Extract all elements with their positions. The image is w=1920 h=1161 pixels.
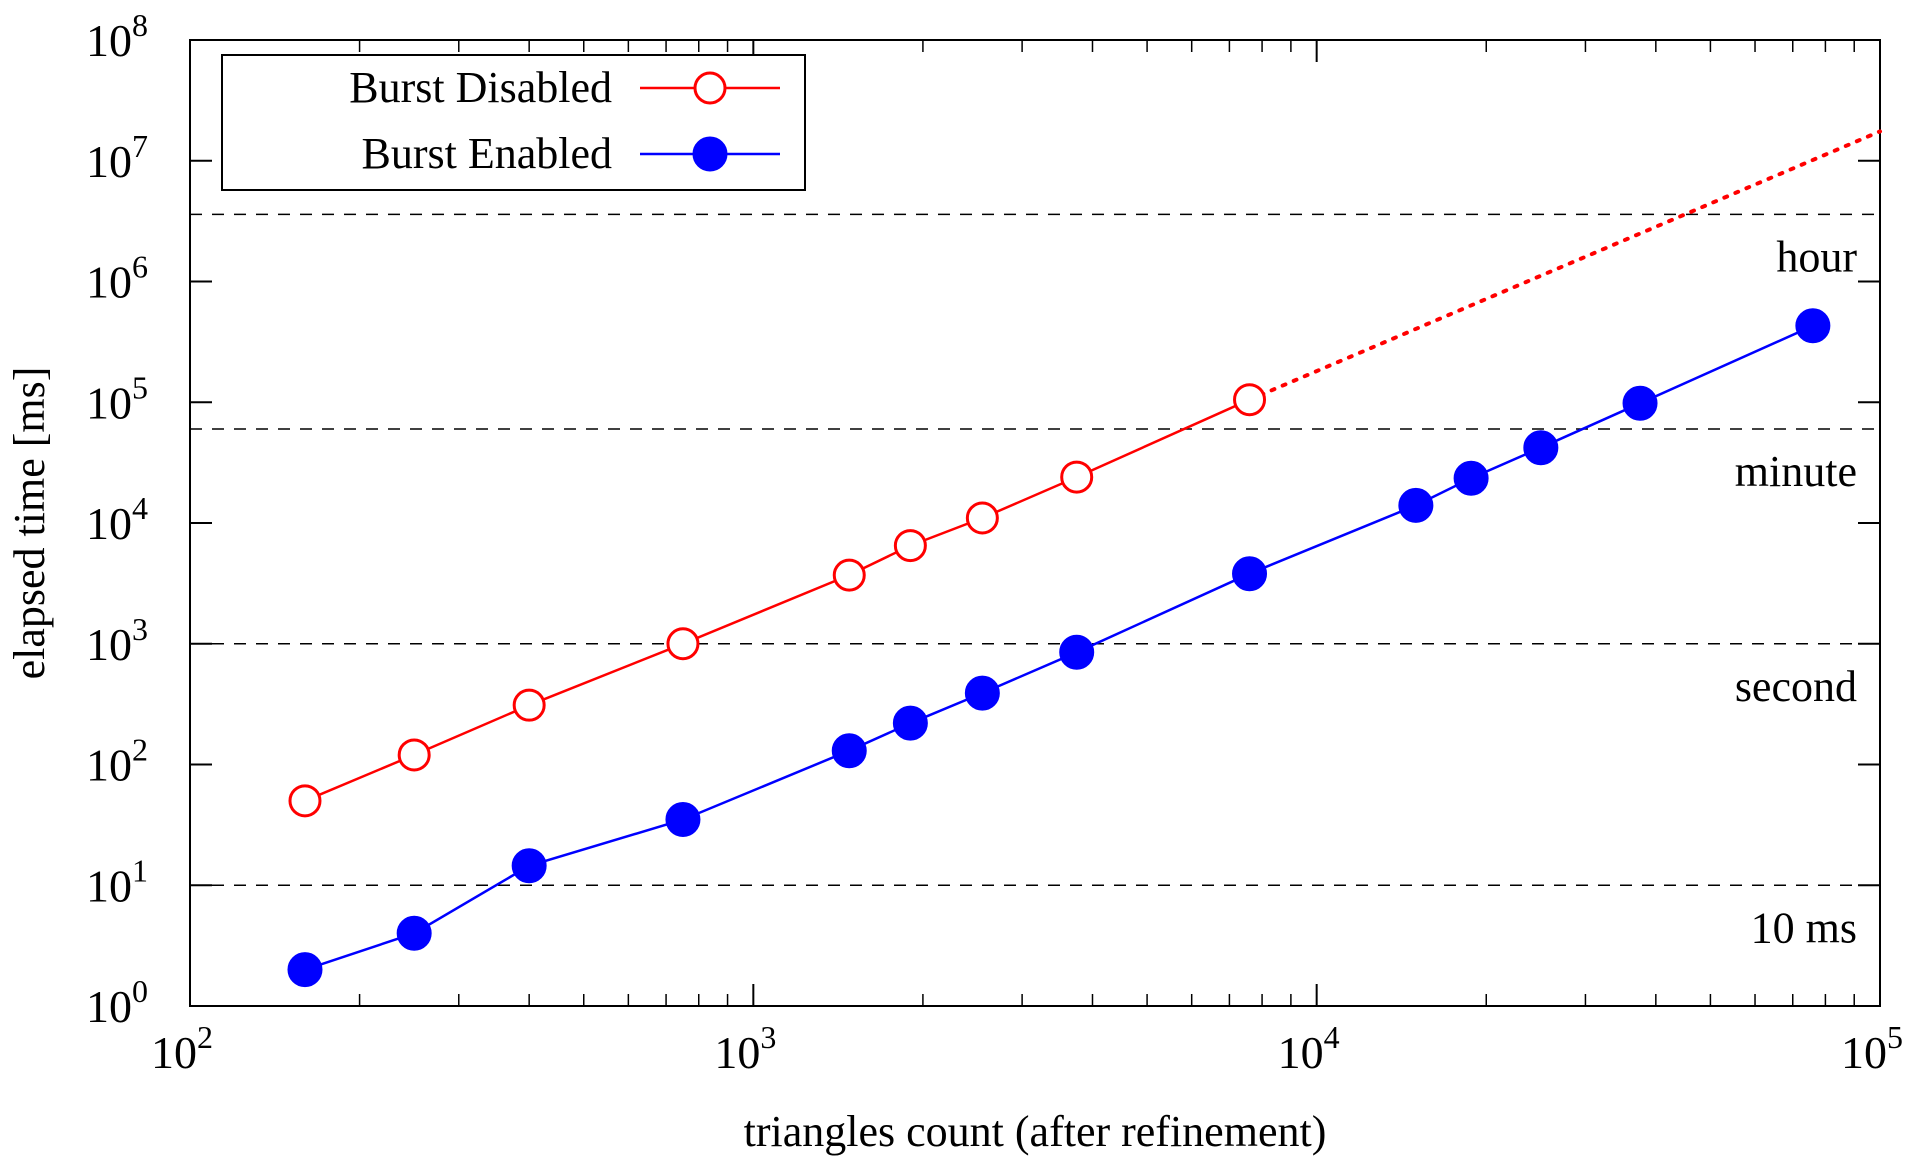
y-axis-label: elapsed time [ms] bbox=[5, 367, 54, 680]
x-tick-label: 104 bbox=[1278, 1019, 1340, 1078]
data-point-burst-enabled bbox=[831, 733, 867, 769]
reference-label: minute bbox=[1735, 447, 1857, 496]
data-point-burst-disabled bbox=[965, 501, 999, 535]
data-point-burst-enabled bbox=[1523, 430, 1559, 466]
data-point-burst-disabled bbox=[666, 627, 700, 661]
y-tick-label: 103 bbox=[86, 611, 148, 670]
y-tick-label: 105 bbox=[86, 369, 148, 428]
y-tick-label: 100 bbox=[86, 973, 148, 1032]
y-tick-label: 107 bbox=[86, 128, 148, 187]
data-point-burst-enabled bbox=[665, 802, 701, 838]
legend-label-burst-enabled: Burst Enabled bbox=[361, 129, 612, 178]
data-point-burst-disabled bbox=[1233, 383, 1267, 417]
reference-label: hour bbox=[1776, 232, 1857, 281]
data-point-burst-enabled bbox=[892, 705, 928, 741]
x-tick-label: 102 bbox=[151, 1019, 213, 1078]
data-point-burst-enabled bbox=[287, 952, 323, 988]
x-axis-label: triangles count (after refinement) bbox=[744, 1107, 1327, 1156]
legend-label-burst-disabled: Burst Disabled bbox=[349, 63, 612, 112]
data-point-burst-disabled bbox=[1060, 460, 1094, 494]
legend-marker-burst-disabled bbox=[693, 71, 727, 105]
data-point-burst-disabled bbox=[893, 529, 927, 563]
legend-marker-burst-enabled bbox=[692, 136, 728, 172]
data-point-burst-enabled bbox=[1622, 385, 1658, 421]
y-tick-label: 104 bbox=[86, 490, 148, 549]
data-point-burst-enabled bbox=[1453, 460, 1489, 496]
x-tick-label: 103 bbox=[714, 1019, 776, 1078]
y-tick-label: 102 bbox=[86, 732, 148, 791]
tick-labels: 102 103 104 105 100 101 102 103 104 105 106 107 108 bbox=[86, 7, 1903, 1078]
legend: Burst Disabled Burst Enabled bbox=[221, 54, 806, 191]
data-point-burst-enabled bbox=[1059, 634, 1095, 670]
reference-label: second bbox=[1735, 662, 1857, 711]
reference-lines: 10 ms second minute hour bbox=[190, 213, 1880, 952]
y-tick-label: 106 bbox=[86, 249, 148, 308]
axis-ticks bbox=[189, 39, 1881, 1007]
y-tick-label: 101 bbox=[86, 852, 148, 911]
series bbox=[287, 129, 1882, 988]
data-point-burst-disabled bbox=[397, 738, 431, 772]
reference-label: 10 ms bbox=[1751, 903, 1857, 952]
data-point-burst-disabled bbox=[288, 784, 322, 818]
series-line-burst-disabled bbox=[304, 398, 1251, 802]
x-tick-label: 105 bbox=[1841, 1019, 1903, 1078]
data-point-burst-disabled bbox=[832, 558, 866, 592]
data-point-burst-enabled bbox=[964, 675, 1000, 711]
data-point-burst-enabled bbox=[511, 848, 547, 884]
data-point-burst-enabled bbox=[1795, 308, 1831, 344]
data-point-burst-disabled bbox=[512, 688, 546, 722]
data-point-burst-enabled bbox=[1398, 487, 1434, 523]
data-point-burst-enabled bbox=[1232, 556, 1268, 592]
data-point-burst-enabled bbox=[396, 915, 432, 951]
y-tick-label: 108 bbox=[86, 7, 148, 66]
